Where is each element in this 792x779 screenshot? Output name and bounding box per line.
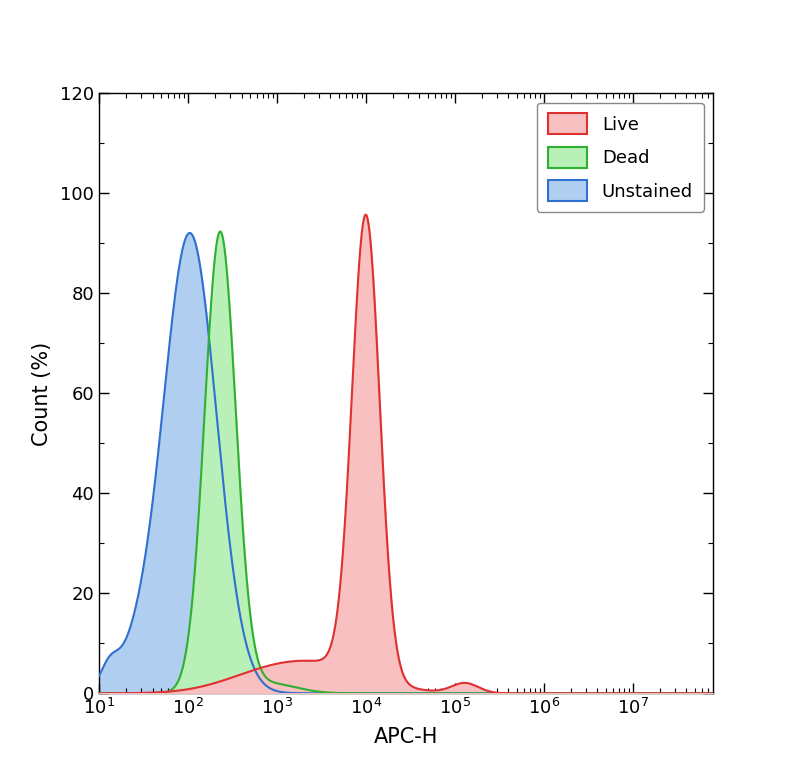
Y-axis label: Count (%): Count (%) [32,341,51,446]
Legend: Live, Dead, Unstained: Live, Dead, Unstained [537,103,704,212]
X-axis label: APC-H: APC-H [374,727,438,746]
